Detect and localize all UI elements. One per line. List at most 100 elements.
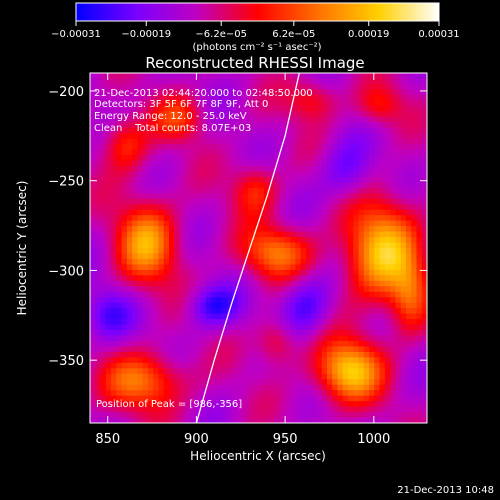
heatmap-cell bbox=[163, 122, 170, 129]
heatmap-cell bbox=[142, 209, 149, 216]
heatmap-cell bbox=[232, 193, 238, 200]
heatmap-cell bbox=[353, 78, 359, 85]
heatmap-cell bbox=[411, 395, 417, 402]
heatmap-cell bbox=[105, 83, 112, 90]
heatmap-cell bbox=[121, 116, 128, 123]
heatmap-cell bbox=[163, 313, 170, 320]
heatmap-cell bbox=[316, 100, 323, 107]
heatmap-cell bbox=[379, 340, 386, 347]
heatmap-cell bbox=[363, 258, 370, 265]
heatmap-cell bbox=[284, 297, 291, 304]
heatmap-cell bbox=[411, 111, 417, 118]
heatmap-cell bbox=[405, 291, 412, 298]
heatmap-cell bbox=[153, 395, 159, 402]
heatmap-cell bbox=[195, 105, 201, 112]
heatmap-cell bbox=[311, 100, 317, 107]
heatmap-cell bbox=[105, 291, 112, 298]
heatmap-cell bbox=[242, 395, 249, 402]
heatmap-cell bbox=[90, 73, 96, 79]
heatmap-cell bbox=[411, 187, 417, 194]
heatmap-cell bbox=[342, 248, 349, 254]
heatmap-cell bbox=[395, 111, 402, 118]
heatmap-cell bbox=[395, 116, 402, 123]
heatmap-cell bbox=[353, 346, 359, 353]
heatmap-cell bbox=[168, 231, 175, 238]
heatmap-cell bbox=[326, 297, 333, 304]
heatmap-cell bbox=[358, 133, 365, 140]
heatmap-cell bbox=[358, 346, 365, 353]
heatmap-cell bbox=[300, 390, 307, 397]
heatmap-cell bbox=[242, 149, 249, 156]
heatmap-cell bbox=[353, 83, 359, 90]
heatmap-cell bbox=[311, 335, 317, 342]
y-axis-label: Heliocentric Y (arcsec) bbox=[15, 181, 29, 316]
heatmap-cell bbox=[216, 302, 223, 309]
heatmap-cell bbox=[100, 160, 107, 167]
heatmap-cell bbox=[369, 122, 375, 129]
heatmap-cell bbox=[332, 171, 338, 178]
heatmap-cell bbox=[342, 149, 349, 156]
heatmap-cell bbox=[369, 248, 375, 254]
heatmap-cell bbox=[395, 308, 402, 315]
heatmap-cell bbox=[242, 401, 249, 407]
heatmap-cell bbox=[395, 165, 402, 172]
heatmap-cell bbox=[400, 395, 407, 402]
heatmap-cell bbox=[395, 242, 402, 249]
heatmap-cell bbox=[311, 122, 317, 129]
heatmap-cell bbox=[258, 215, 265, 222]
heatmap-cell bbox=[163, 384, 170, 391]
heatmap-cell bbox=[258, 264, 265, 271]
heatmap-cell bbox=[348, 171, 354, 178]
heatmap-cell bbox=[190, 198, 196, 205]
heatmap-cell bbox=[111, 111, 117, 118]
heatmap-cell bbox=[263, 291, 270, 298]
heatmap-cell bbox=[416, 155, 423, 161]
heatmap-cell bbox=[132, 231, 138, 238]
heatmap-cell bbox=[374, 78, 381, 85]
heatmap-cell bbox=[337, 133, 344, 140]
heatmap-cell bbox=[358, 412, 365, 418]
heatmap-cell bbox=[142, 286, 149, 293]
heatmap-cell bbox=[90, 209, 96, 216]
heatmap-cell bbox=[211, 100, 217, 107]
heatmap-cell bbox=[358, 193, 365, 200]
heatmap-cell bbox=[405, 280, 412, 287]
heatmap-cell bbox=[121, 73, 128, 79]
heatmap-cell bbox=[116, 269, 122, 276]
heatmap-cell bbox=[411, 313, 417, 320]
heatmap-cell bbox=[337, 231, 344, 238]
heatmap-cell bbox=[247, 275, 254, 282]
heatmap-cell bbox=[305, 313, 312, 320]
heatmap-cell bbox=[400, 302, 407, 309]
heatmap-cell bbox=[105, 269, 112, 276]
heatmap-cell bbox=[305, 237, 312, 243]
heatmap-cell bbox=[237, 89, 244, 96]
heatmap-cell bbox=[321, 204, 328, 211]
heatmap-cell bbox=[105, 351, 112, 358]
heatmap-cell bbox=[279, 335, 286, 342]
heatmap-cell bbox=[263, 357, 270, 364]
heatmap-cell bbox=[242, 368, 249, 375]
heatmap-cell bbox=[100, 105, 107, 112]
heatmap-cell bbox=[211, 116, 217, 123]
heatmap-cell bbox=[411, 340, 417, 347]
heatmap-cell bbox=[116, 319, 122, 325]
heatmap-cell bbox=[126, 373, 133, 380]
heatmap-cell bbox=[305, 149, 312, 156]
heatmap-cell bbox=[416, 264, 423, 271]
heatmap-cell bbox=[332, 264, 338, 271]
heatmap-cell bbox=[269, 330, 275, 336]
heatmap-cell bbox=[158, 330, 165, 336]
heatmap-cell bbox=[326, 204, 333, 211]
heatmap-cell bbox=[195, 291, 201, 298]
heatmap-cell bbox=[284, 248, 291, 254]
heatmap-cell bbox=[274, 335, 280, 342]
heatmap-cell bbox=[405, 401, 412, 407]
heatmap-cell bbox=[374, 351, 381, 358]
heatmap-cell bbox=[405, 302, 412, 309]
heatmap-cell bbox=[153, 237, 159, 243]
heatmap-cell bbox=[90, 286, 96, 293]
heatmap-cell bbox=[179, 258, 186, 265]
heatmap-cell bbox=[205, 100, 212, 107]
heatmap-cell bbox=[237, 193, 244, 200]
